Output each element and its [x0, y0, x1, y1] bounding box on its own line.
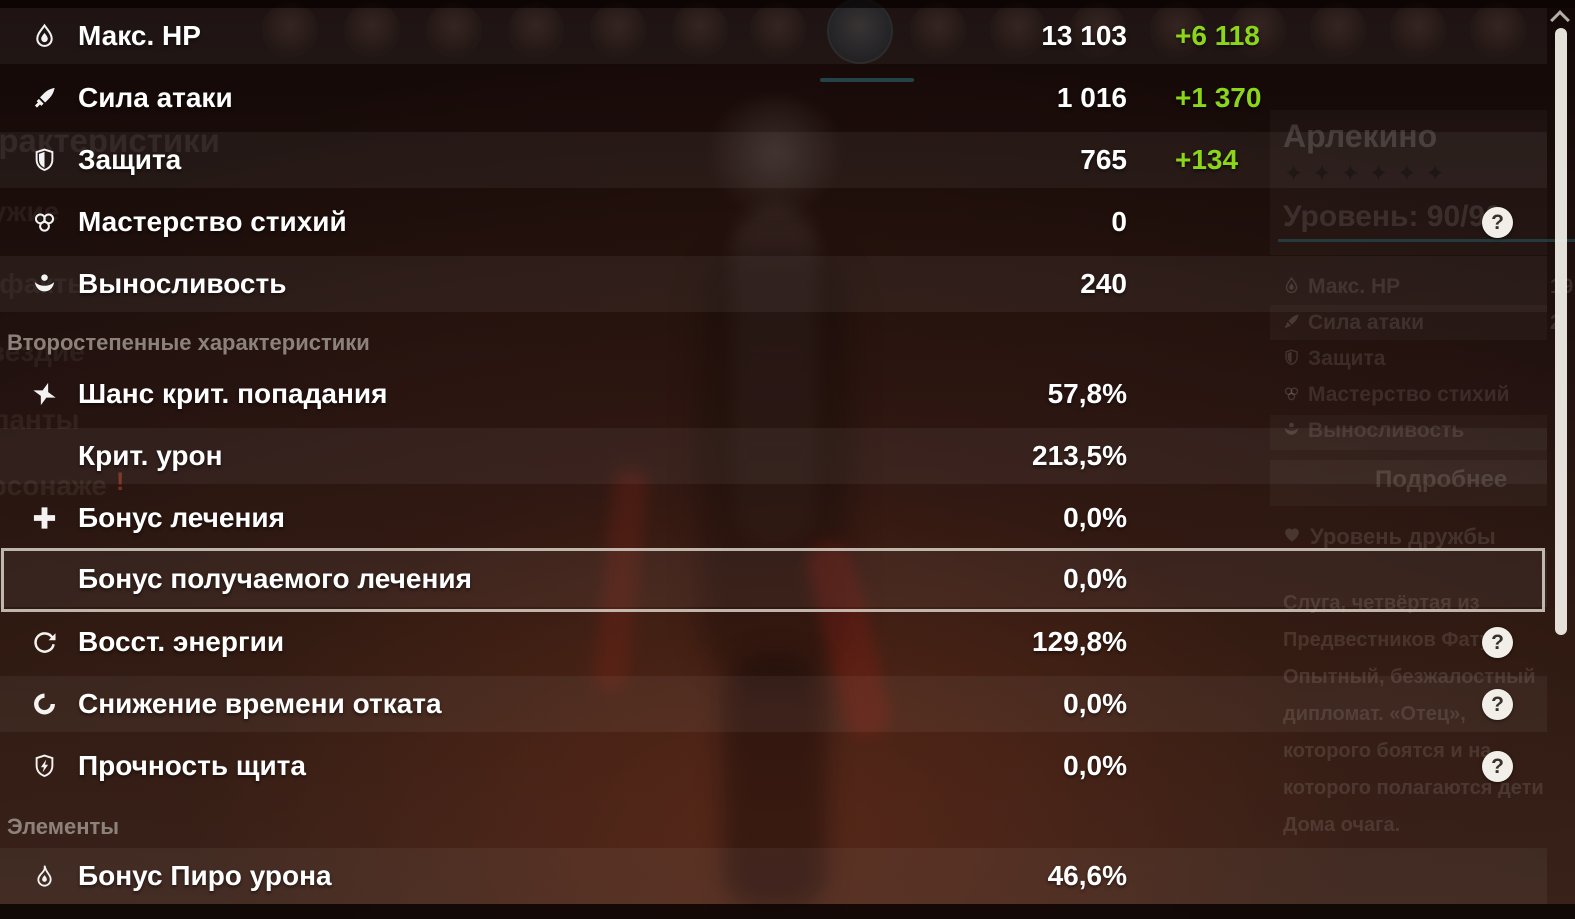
stat-label: Прочность щита [78, 750, 306, 781]
defense-icon [31, 147, 58, 174]
stat-bonus-value: +1 370 [1175, 82, 1262, 113]
selected-avatar-underline [820, 78, 914, 82]
help-glyph: ? [1491, 692, 1504, 716]
stat-value: 13 103 [1041, 20, 1127, 51]
attack-icon [31, 85, 58, 112]
stat-label: Выносливость [78, 268, 287, 299]
top-edge-shade [0, 0, 1575, 8]
stat-label: Бонус получаемого лечения [78, 563, 472, 594]
energy-recharge-icon [31, 629, 58, 656]
party-avatar [990, 2, 1046, 58]
bg-stat-label: Сила атаки [1308, 311, 1424, 334]
stat-row-max-hp[interactable]: Макс. HP 13 103 +6 118 [0, 8, 1547, 64]
stat-bonus-value: +134 [1175, 144, 1239, 175]
stat-label: Бонус лечения [78, 502, 285, 533]
party-avatar [1470, 2, 1526, 58]
stamina-icon [31, 271, 58, 298]
defense-icon [1282, 348, 1301, 367]
help-glyph: ? [1491, 210, 1504, 234]
stat-value: 213,5% [1032, 440, 1127, 471]
stat-label: Мастерство стихий [78, 206, 347, 237]
help-glyph: ? [1491, 630, 1504, 654]
stat-label: Бонус Пиро урона [78, 860, 332, 891]
stat-label: Макс. HP [78, 20, 201, 51]
stat-value: 765 [1080, 144, 1127, 175]
party-avatar [1230, 2, 1286, 58]
party-avatar [1150, 2, 1206, 58]
healing-bonus-icon [31, 505, 58, 532]
stat-value: 129,8% [1032, 626, 1127, 657]
party-avatar [750, 2, 806, 58]
party-avatar [590, 2, 646, 58]
stat-label: Шанс крит. попадания [78, 378, 388, 409]
stat-value: 0,0% [1063, 563, 1127, 594]
stat-value: 0,0% [1063, 750, 1127, 781]
stat-row-crit-rate[interactable]: Шанс крит. попадания 57,8% [0, 366, 1547, 422]
party-avatar [672, 2, 728, 58]
stat-row-crit-dmg[interactable]: Крит. урон 213,5% [0, 428, 1547, 484]
scrollbar-thumb[interactable] [1555, 28, 1567, 635]
stat-row-energy-recharge[interactable]: Восст. энергии 129,8% [0, 614, 1547, 670]
party-avatar [1310, 2, 1366, 58]
hp-icon [31, 23, 58, 50]
party-avatar [262, 2, 318, 58]
scroll-up-icon[interactable] [1550, 10, 1570, 30]
stat-bonus-value: +6 118 [1175, 20, 1260, 51]
stat-label: Крит. урон [78, 440, 223, 471]
section-header-elements: Элементы [7, 814, 120, 839]
stat-row-attack[interactable]: Сила атаки 1 016 +1 370 [0, 70, 1547, 126]
party-avatar [1390, 2, 1446, 58]
party-avatar-selected [829, 0, 891, 62]
help-icon[interactable]: ? [1482, 689, 1513, 720]
stat-value: 0 [1111, 206, 1127, 237]
help-icon[interactable]: ? [1482, 627, 1513, 658]
stat-label: Снижение времени отката [78, 688, 442, 719]
help-glyph: ? [1491, 754, 1504, 778]
stat-value: 0,0% [1063, 688, 1127, 719]
stat-row-shield-strength[interactable]: Прочность щита 0,0% [0, 738, 1547, 794]
help-icon[interactable]: ? [1482, 207, 1513, 238]
elemental-mastery-icon [31, 209, 58, 236]
pyro-dmg-icon [31, 863, 58, 890]
party-avatar [344, 2, 400, 58]
stat-label: Восст. энергии [78, 626, 285, 657]
stat-value: 57,8% [1047, 378, 1127, 409]
party-avatar [508, 2, 564, 58]
party-avatar [426, 2, 482, 58]
section-header-secondary: Второстепенные характеристики [7, 330, 370, 355]
stat-label: Сила атаки [78, 82, 233, 113]
stat-value: 1 016 [1056, 82, 1127, 113]
stat-value: 46,6% [1047, 860, 1127, 891]
party-avatar [1070, 2, 1126, 58]
shield-strength-icon [31, 753, 58, 780]
stat-label: Защита [78, 144, 182, 175]
stat-value: 240 [1080, 268, 1127, 299]
stat-row-elemental-mastery[interactable]: Мастерство стихий 0 [0, 194, 1547, 250]
stat-row-healing-bonus[interactable]: Бонус лечения 0,0% [0, 490, 1547, 546]
stat-row-cooldown-reduction[interactable]: Снижение времени отката 0,0% [0, 676, 1547, 732]
cooldown-reduction-icon [31, 691, 58, 718]
stat-value: 0,0% [1063, 502, 1127, 533]
stat-row-incoming-healing-bonus[interactable]: Бонус получаемого лечения 0,0% [0, 551, 1547, 607]
crit-rate-icon [31, 381, 58, 408]
bottom-edge-shade [0, 904, 1575, 919]
stat-row-defense[interactable]: Защита 765 +134 [0, 132, 1547, 188]
stat-row-pyro-dmg-bonus[interactable]: Бонус Пиро урона 46,6% [0, 848, 1547, 904]
party-avatar [910, 2, 966, 58]
help-icon[interactable]: ? [1482, 751, 1513, 782]
attack-icon [1282, 312, 1301, 331]
stat-row-stamina[interactable]: Выносливость 240 [0, 256, 1547, 312]
